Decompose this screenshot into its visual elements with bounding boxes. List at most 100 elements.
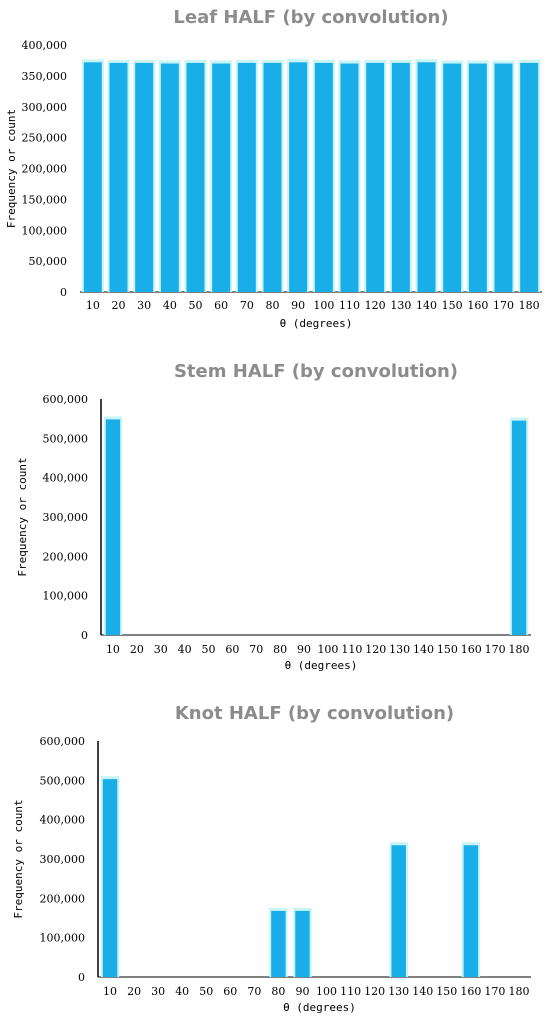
x-tick-label: 50: [189, 299, 203, 312]
bar-10: [105, 419, 121, 635]
bar-160: [468, 63, 487, 293]
bar-110: [340, 63, 359, 293]
x-tick-label: 130: [389, 643, 410, 656]
y-tick-label: 300,000: [22, 101, 68, 114]
y-axis-label: Frequency or count: [16, 457, 29, 576]
x-tick-label: 40: [163, 299, 177, 312]
x-tick-label: 10: [86, 299, 100, 312]
y-tick-label: 0: [60, 286, 67, 299]
y-axis-label: Frequency or count: [12, 799, 25, 918]
y-tick-label: 50,000: [29, 255, 68, 268]
x-tick-label: 30: [137, 299, 151, 312]
x-tick-label: 110: [340, 985, 361, 998]
x-tick-label: 130: [390, 299, 411, 312]
x-tick-label: 30: [151, 985, 165, 998]
y-tick-label: 250,000: [22, 132, 68, 145]
y-tick-label: 600,000: [43, 393, 89, 406]
bar-10: [83, 62, 102, 292]
y-tick-label: 500,000: [43, 432, 89, 445]
y-tick-label: 600,000: [40, 735, 86, 748]
x-tick-label: 100: [313, 299, 334, 312]
x-tick-label: 80: [273, 643, 287, 656]
bar-40: [160, 63, 179, 293]
x-tick-label: 10: [106, 643, 120, 656]
x-tick-label: 150: [436, 985, 457, 998]
x-tick-label: 180: [519, 299, 540, 312]
x-axis-label: θ (degrees): [280, 317, 353, 330]
y-axis-label: Frequency or count: [5, 109, 18, 228]
chart-title: Knot HALF (by convolution): [175, 703, 454, 724]
x-tick-label: 20: [130, 643, 144, 656]
x-tick-label: 30: [154, 643, 168, 656]
x-tick-label: 60: [225, 643, 239, 656]
x-tick-label: 70: [249, 643, 263, 656]
bar-90: [295, 910, 310, 977]
x-tick-label: 120: [365, 299, 386, 312]
x-tick-label: 160: [467, 299, 488, 312]
x-tick-label: 170: [484, 985, 505, 998]
x-tick-label: 120: [365, 643, 386, 656]
x-tick-label: 90: [295, 985, 309, 998]
x-tick-label: 110: [339, 299, 360, 312]
bar-100: [314, 62, 333, 292]
y-tick-label: 400,000: [40, 814, 86, 827]
x-tick-label: 140: [413, 643, 434, 656]
y-tick-label: 200,000: [22, 163, 68, 176]
bar-160: [463, 845, 479, 977]
bar-90: [289, 62, 308, 292]
y-tick-label: 400,000: [22, 39, 68, 52]
x-tick-label: 140: [412, 985, 433, 998]
x-tick-label: 160: [460, 985, 481, 998]
bar-70: [237, 62, 256, 292]
y-tick-label: 150,000: [22, 193, 68, 206]
x-tick-label: 90: [291, 299, 305, 312]
x-tick-label: 130: [388, 985, 409, 998]
x-tick-label: 140: [416, 299, 437, 312]
bar-180: [520, 62, 539, 292]
x-tick-label: 180: [509, 643, 530, 656]
y-tick-label: 500,000: [40, 774, 86, 787]
bar-180: [511, 420, 527, 635]
bar-10: [102, 779, 118, 977]
x-tick-label: 60: [214, 299, 228, 312]
x-tick-label: 90: [297, 643, 311, 656]
x-tick-label: 20: [112, 299, 126, 312]
bar-120: [366, 62, 385, 292]
y-tick-label: 0: [81, 629, 88, 642]
x-tick-label: 70: [240, 299, 254, 312]
x-tick-label: 40: [175, 985, 189, 998]
x-tick-label: 170: [493, 299, 514, 312]
bar-20: [109, 62, 128, 292]
bar-130: [391, 845, 406, 977]
x-tick-label: 80: [266, 299, 280, 312]
x-tick-label: 150: [442, 299, 463, 312]
y-tick-label: 100,000: [40, 932, 86, 945]
x-axis-label: θ (degrees): [283, 1001, 356, 1014]
bar-130: [391, 62, 410, 292]
chart-2: Stem HALF (by convolution) 0 100,000 200,00…: [16, 361, 531, 672]
chart-title: Stem HALF (by convolution): [174, 361, 458, 382]
x-tick-label: 100: [317, 643, 338, 656]
y-tick-label: 300,000: [43, 511, 89, 524]
x-tick-label: 20: [127, 985, 141, 998]
bar-80: [271, 910, 286, 977]
chart-1: Leaf HALF (by convolution) 0 50,000 100,000…: [5, 7, 542, 330]
y-tick-label: 350,000: [22, 70, 68, 83]
bar-150: [443, 63, 462, 293]
x-axis-label: θ (degrees): [285, 659, 358, 672]
x-tick-label: 120: [364, 985, 385, 998]
chart-3: Knot HALF (by convolution) 0 100,000 200,00…: [12, 703, 531, 1014]
bar-50: [186, 62, 205, 292]
x-tick-label: 60: [223, 985, 237, 998]
bar-170: [494, 63, 513, 293]
bar-60: [212, 63, 231, 293]
y-tick-label: 200,000: [43, 550, 89, 563]
bar-80: [263, 62, 282, 292]
x-tick-label: 50: [199, 985, 213, 998]
chart-title: Leaf HALF (by convolution): [173, 7, 448, 28]
y-tick-label: 100,000: [43, 590, 89, 603]
x-tick-label: 170: [485, 643, 506, 656]
y-tick-label: 400,000: [43, 472, 89, 485]
x-tick-label: 180: [508, 985, 529, 998]
